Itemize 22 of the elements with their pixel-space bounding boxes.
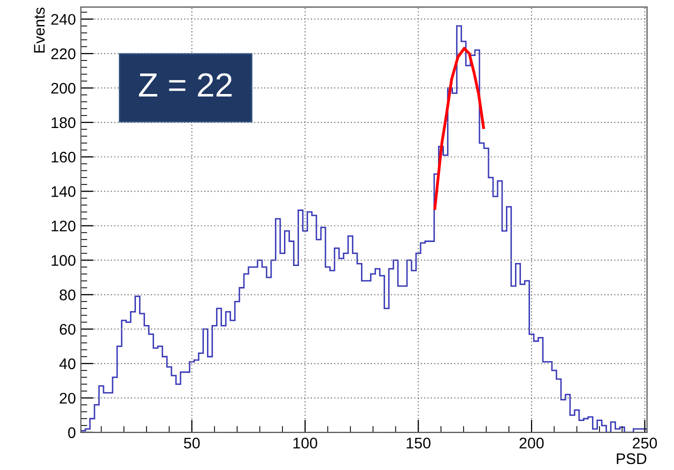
y-tick-label: 200 bbox=[51, 82, 76, 94]
y-tick-label: 100 bbox=[52, 255, 76, 266]
x-axis-title: PSD bbox=[616, 453, 646, 464]
y-tick-label: 40 bbox=[59, 358, 76, 370]
y-tick-label: 80 bbox=[60, 290, 76, 300]
y-tick-label: 20 bbox=[60, 392, 76, 404]
y-tick-label: 0 bbox=[68, 427, 76, 438]
x-tick-label: 150 bbox=[406, 438, 430, 448]
x-tick-label: 100 bbox=[294, 438, 318, 448]
y-tick-label: 180 bbox=[52, 117, 76, 128]
y-axis-title: Events bbox=[34, 8, 45, 52]
y-tick-label: 140 bbox=[52, 186, 76, 197]
x-tick-label: 200 bbox=[520, 438, 544, 448]
y-tick-label: 220 bbox=[51, 48, 76, 60]
y-tick-label: 240 bbox=[51, 14, 76, 25]
line-series bbox=[433, 46, 485, 210]
x-tick-label: 250 bbox=[632, 438, 657, 448]
x-tick-label: 50 bbox=[184, 438, 200, 448]
y-tick-label: 120 bbox=[52, 220, 76, 232]
y-tick-label: 160 bbox=[52, 152, 76, 163]
y-tick-label: 60 bbox=[60, 324, 76, 335]
annotation: Z = 22 bbox=[138, 73, 232, 96]
